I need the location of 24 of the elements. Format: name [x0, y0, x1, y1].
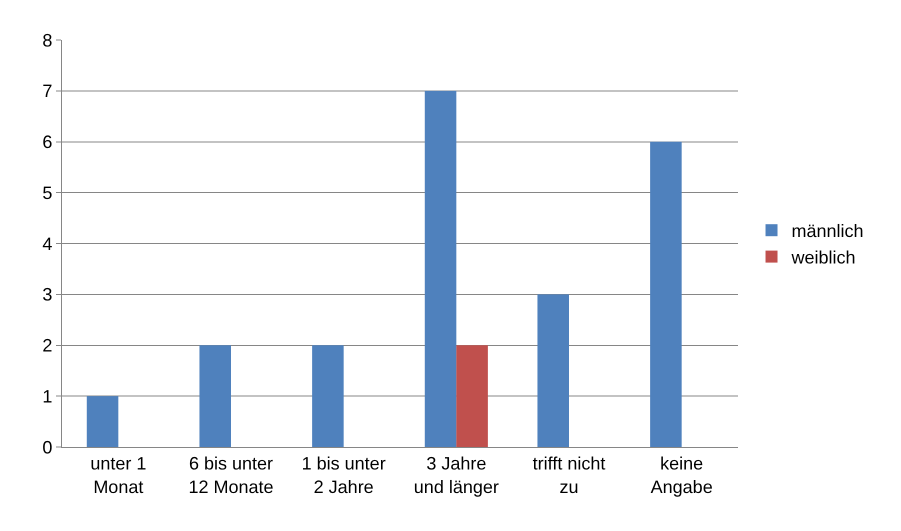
x-tick-label: 3 Jahre und länger [414, 454, 499, 497]
y-tick-label: 2 [42, 336, 52, 356]
bar [199, 345, 231, 447]
y-tick-label: 8 [42, 30, 52, 50]
bar [424, 90, 456, 447]
x-tick-label: keine Angabe [650, 454, 713, 497]
bar [312, 345, 344, 447]
x-tick-label: trifft nicht zu [532, 454, 606, 497]
legend-label: männlich [792, 221, 864, 242]
y-tick-label: 1 [42, 386, 52, 406]
bar [86, 396, 118, 447]
bar [650, 142, 682, 447]
y-tick-label: 6 [42, 132, 52, 152]
x-tick-label: 6 bis unter 12 Monate [188, 454, 274, 497]
y-tick-label: 3 [42, 284, 52, 305]
x-tick-label: 1 bis unter 2 Jahre [302, 454, 386, 497]
bar [537, 294, 569, 447]
y-tick-label: 7 [42, 81, 52, 102]
bar [456, 345, 488, 447]
y-tick-label: 4 [42, 234, 52, 254]
x-tick-label: unter 1 Monat [90, 454, 146, 497]
y-tick-label: 5 [42, 182, 52, 203]
legend-label: weiblich [790, 248, 856, 268]
y-tick-label: 0 [42, 437, 52, 458]
